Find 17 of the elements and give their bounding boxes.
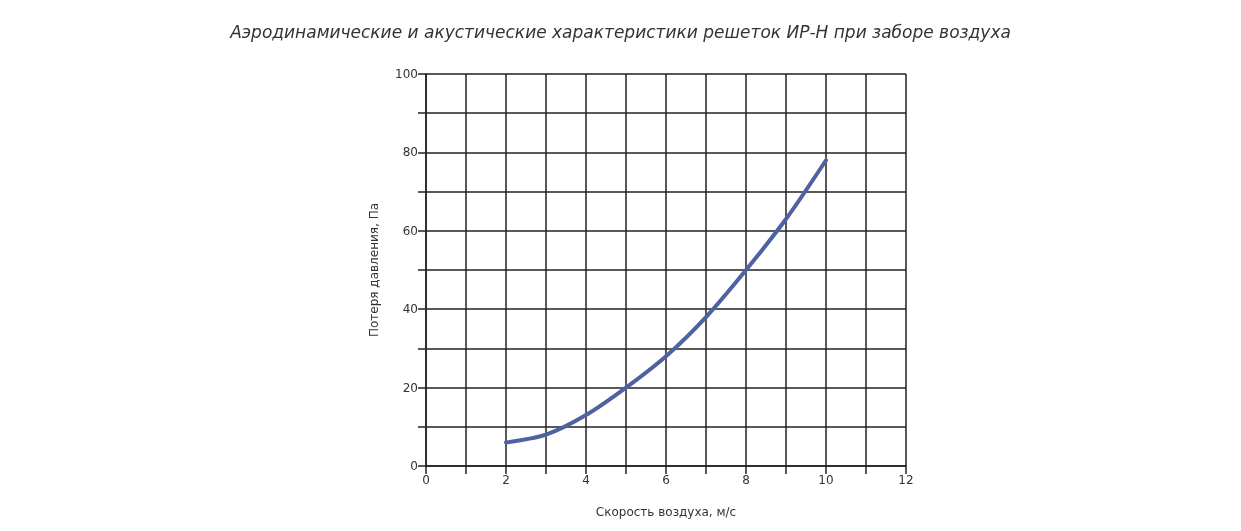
y-tick-label: 80 [402, 145, 418, 160]
x-tick-label: 0 [422, 473, 430, 487]
y-axis-title: Потеря давления, Па [367, 202, 381, 338]
y-tick-label: 100 [395, 67, 418, 81]
y-tick-label: 0 [410, 459, 418, 473]
y-tick-label: 60 [402, 223, 418, 238]
x-tick-label: 8 [742, 473, 750, 487]
line-series [504, 158, 828, 445]
y-tick-label: 20 [402, 380, 418, 395]
y-tick-label: 40 [402, 302, 418, 317]
x-tick-label: 2 [502, 473, 510, 487]
x-tick-label: 4 [582, 473, 590, 487]
chart-title: Аэродинамические и акустические характеристики решеток ИР-Н при заборе воздуха [229, 21, 1011, 42]
x-tick-label: 12 [898, 473, 914, 487]
x-tick-label: 10 [818, 473, 834, 487]
x-tick-label: 6 [662, 473, 670, 487]
x-axis-title: Скорость воздуха, м/с [595, 505, 737, 519]
